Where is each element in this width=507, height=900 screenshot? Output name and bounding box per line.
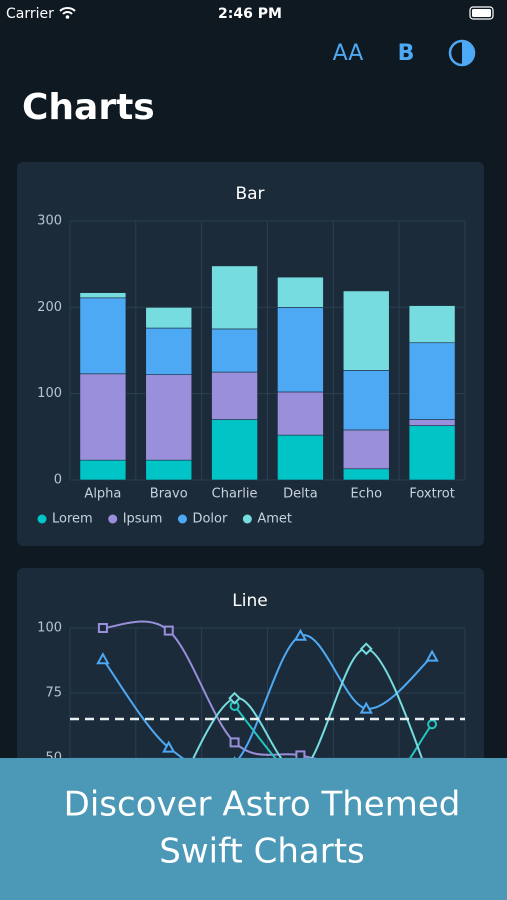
- bar-segment: [211, 419, 258, 481]
- bar-segment: [145, 459, 193, 481]
- time: 2:46 PM: [218, 6, 282, 22]
- contrast-half: [462, 41, 474, 65]
- bar-segment: [277, 434, 324, 481]
- point-marker: [359, 701, 373, 714]
- wifi-icon: [59, 7, 76, 15]
- banner: [0, 758, 507, 900]
- legend-label: Dolor: [192, 512, 228, 527]
- bold-button[interactable]: B: [398, 41, 415, 66]
- bar-segment: [145, 374, 193, 461]
- banner-line: Discover Astro Themed: [64, 785, 461, 825]
- wifi-dot: [65, 15, 70, 19]
- bar-segment: [79, 297, 127, 375]
- point-marker: [359, 642, 373, 656]
- y-tick-label: 100: [37, 621, 62, 636]
- x-tick-label: Bravo: [150, 487, 188, 502]
- bar-segment: [145, 307, 193, 329]
- text-size-button[interactable]: AA: [333, 41, 364, 66]
- point-marker: [427, 719, 438, 730]
- battery: [469, 6, 494, 20]
- legend-swatch: [37, 514, 47, 524]
- bar-segment: [79, 292, 127, 299]
- bar-segment: [408, 419, 456, 426]
- bar-segment: [277, 276, 324, 308]
- legend-swatch: [177, 514, 187, 524]
- point-marker: [97, 623, 108, 633]
- legend-label: Ipsum: [123, 512, 163, 527]
- point-marker: [228, 691, 241, 705]
- y-tick-label: 300: [37, 214, 62, 229]
- point-marker: [96, 652, 110, 665]
- bar-segment: [211, 265, 258, 330]
- chart-title: Line: [232, 591, 267, 611]
- bar-segment: [211, 328, 258, 373]
- y-tick-label: 0: [54, 473, 62, 488]
- page-title: Charts: [22, 87, 155, 128]
- point-marker: [293, 628, 308, 641]
- bar-segment: [79, 373, 127, 461]
- x-tick-label: Foxtrot: [409, 487, 454, 502]
- bar-segment: [277, 307, 324, 393]
- legend-label: Lorem: [52, 512, 93, 527]
- point-marker: [163, 625, 174, 636]
- x-tick-label: Echo: [350, 487, 382, 502]
- bar-segment: [342, 290, 390, 371]
- legend-label: Amet: [257, 512, 292, 527]
- bar-segment: [342, 370, 390, 431]
- x-tick-label: Charlie: [212, 487, 258, 502]
- chart-title: Bar: [235, 184, 264, 204]
- bar-segment: [277, 391, 324, 436]
- bar-segment: [342, 468, 390, 481]
- bar-segment: [408, 342, 456, 420]
- x-tick-label: Delta: [283, 487, 318, 502]
- battery-level: [472, 9, 491, 17]
- legend-swatch: [242, 514, 252, 524]
- y-tick-label: 200: [37, 300, 62, 315]
- x-tick-label: Alpha: [84, 487, 121, 502]
- bar-segment: [79, 459, 127, 481]
- point-marker: [162, 740, 176, 753]
- bar-segment: [211, 371, 258, 420]
- banner-line: Swift Charts: [159, 832, 365, 872]
- bar-segment: [145, 327, 193, 375]
- y-tick-label: 100: [37, 386, 62, 401]
- bar-segment: [342, 429, 390, 470]
- bar-segment: [408, 425, 456, 481]
- point-marker: [229, 737, 240, 748]
- y-tick-label: 75: [45, 686, 62, 701]
- carrier: Carrier: [6, 6, 54, 22]
- legend-swatch: [108, 514, 118, 524]
- point-marker: [425, 649, 439, 662]
- bar-segment: [408, 305, 456, 344]
